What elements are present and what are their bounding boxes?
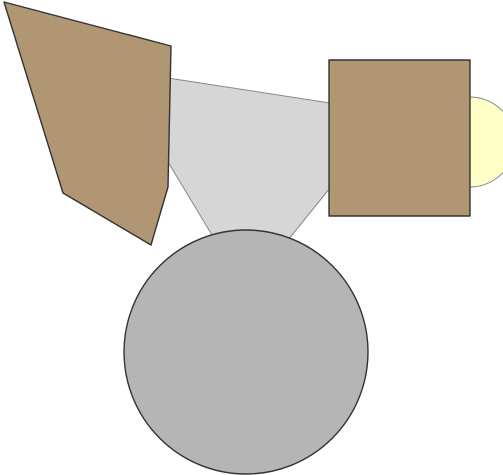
right-square	[328, 59, 471, 217]
connector-trapezoid	[167, 77, 331, 241]
bottom-circle	[123, 229, 369, 475]
right-semicircle	[469, 96, 503, 188]
left-pentagon	[3, 1, 172, 246]
